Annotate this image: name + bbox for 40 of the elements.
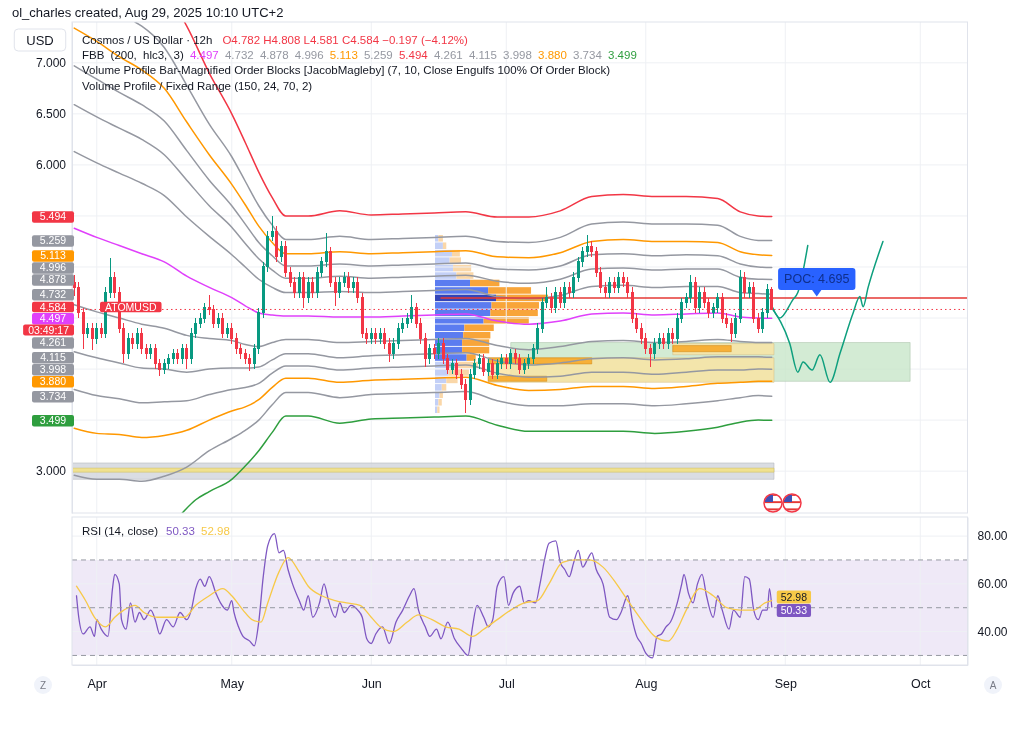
y-axis-title: USD bbox=[26, 32, 54, 48]
y-tick-label: 4.261 bbox=[39, 336, 67, 349]
y-tick-label: 80.00 bbox=[977, 529, 1008, 544]
y-tick-label: 4.996 bbox=[39, 261, 67, 274]
y-tick-label: 7.000 bbox=[35, 56, 67, 71]
y-tick-label: 5.113 bbox=[40, 249, 66, 262]
x-tick-label: Jun bbox=[361, 676, 382, 691]
text: Z bbox=[39, 679, 47, 691]
annotation: ATOMUSD bbox=[105, 300, 157, 313]
y-tick-label: 3.998 bbox=[39, 363, 67, 376]
y-tick-label: 40.00 bbox=[977, 624, 1008, 639]
data-label: 50.33 bbox=[780, 604, 808, 617]
y-tick-label: 4.732 bbox=[39, 288, 67, 301]
y-tick-label: 3.499 bbox=[39, 414, 67, 427]
y-tick-label: 4.115 bbox=[40, 351, 66, 364]
text: ol_charles created, Aug 29, 2025 10:10 UTC+2 bbox=[12, 4, 284, 20]
text: 50.33 52.98 bbox=[166, 525, 230, 538]
x-tick-label: Aug bbox=[635, 676, 658, 691]
y-tick-label: 6.000 bbox=[35, 158, 67, 173]
text: 03:49:17 bbox=[28, 323, 70, 336]
x-tick-label: Apr bbox=[87, 676, 107, 691]
annotation: POC: 4.695 bbox=[784, 272, 850, 287]
x-tick-label: Sep bbox=[774, 676, 797, 691]
text: O4.782 H4.808 L4.581 C4.584 −0.197 (−4.12%) bbox=[222, 34, 469, 47]
y-tick-label: 4.878 bbox=[39, 273, 67, 286]
y-tick-label: 6.500 bbox=[35, 107, 67, 122]
x-tick-label: Jul bbox=[498, 676, 515, 691]
y-tick-label: 5.259 bbox=[39, 234, 67, 247]
y-tick-label: 3.880 bbox=[39, 375, 67, 388]
text: A bbox=[989, 679, 997, 691]
text: RSI (14, close) bbox=[82, 525, 159, 538]
y-tick-label: 3.734 bbox=[39, 390, 67, 403]
y-tick-label: 3.000 bbox=[35, 464, 67, 479]
y-tick-label: 5.494 bbox=[39, 210, 67, 223]
x-tick-label: Oct bbox=[911, 676, 931, 691]
y-tick-label: 60.00 bbox=[977, 577, 1008, 592]
ref-line-label: 4.584 bbox=[39, 300, 67, 313]
x-tick-label: May bbox=[220, 676, 245, 691]
y-tick-label: 4.497 bbox=[39, 312, 67, 325]
data-label: 52.98 bbox=[780, 590, 808, 603]
